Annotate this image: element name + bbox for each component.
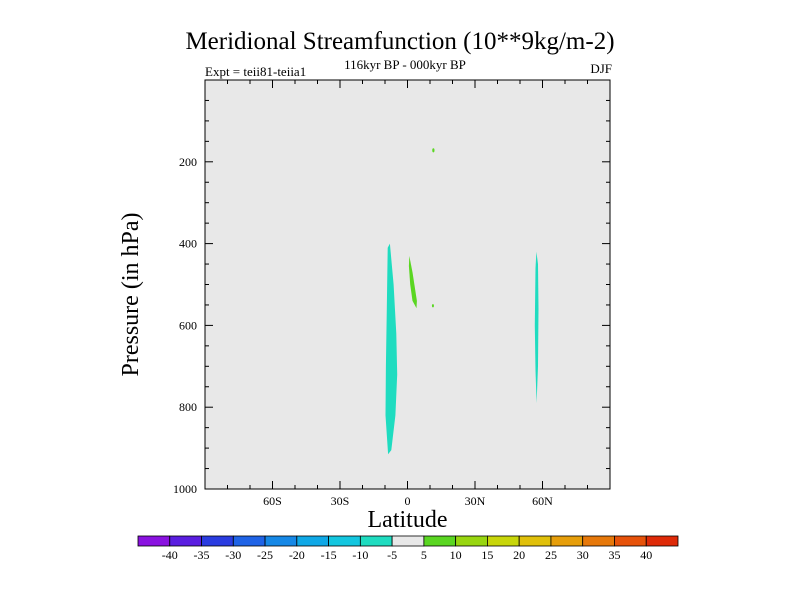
upper-positive-speck — [432, 148, 435, 153]
colorbar-swatch — [391, 535, 425, 547]
mid-positive-speck — [431, 304, 434, 308]
colorbar-swatch — [550, 535, 584, 547]
colorbar-swatch — [137, 535, 171, 547]
chart-title: Meridional Streamfunction (10**9kg/m-2) — [185, 28, 615, 55]
season-label: DJF — [590, 61, 612, 76]
colorbar-swatch — [169, 535, 202, 547]
colorbar-swatch — [264, 535, 298, 547]
x-tick-label: 60S — [263, 494, 282, 508]
colorbar-label: 35 — [608, 548, 620, 562]
x-tick-label: 0 — [405, 494, 411, 508]
colorbar-swatch — [328, 535, 361, 547]
y-axis-title: Pressure (in hPa) — [118, 213, 144, 377]
colorbar-label: -20 — [289, 548, 305, 562]
colorbar-label: 40 — [640, 548, 652, 562]
colorbar-swatch — [487, 535, 520, 547]
colorbar-label: -25 — [257, 548, 273, 562]
colorbar-label: 25 — [545, 548, 557, 562]
colorbar-swatch — [518, 535, 552, 547]
colorbar-label: -5 — [387, 548, 397, 562]
colorbar-label: 20 — [513, 548, 525, 562]
colorbar: -40 -35 -30 -25 -20 -15 -10 -5 5 10 15 20 25 30 35 40 — [137, 535, 679, 562]
colorbar-label: -10 — [352, 548, 368, 562]
x-axis-title: Latitude — [368, 507, 448, 533]
colorbar-label: -40 — [162, 548, 178, 562]
experiment-label: Expt = teii81-teiia1 — [205, 64, 307, 79]
axis-ticks: 60S 30S 0 30N 60N 200 400 600 800 1000 — [173, 80, 611, 508]
colorbar-swatch — [582, 535, 615, 547]
plot-area — [205, 80, 610, 489]
colorbar-swatch — [423, 535, 457, 547]
colorbar-label: 5 — [421, 548, 427, 562]
colorbar-swatch — [645, 535, 679, 547]
y-tick-label: 1000 — [173, 482, 197, 496]
x-tick-label: 60N — [532, 494, 553, 508]
colorbar-label: -35 — [194, 548, 210, 562]
colorbar-swatch — [359, 535, 393, 547]
colorbar-swatch — [232, 535, 266, 547]
colorbar-swatch — [614, 535, 647, 547]
equatorial-positive-cell — [408, 255, 417, 309]
colorbar-label: 30 — [577, 548, 589, 562]
x-tick-label: 30N — [465, 494, 486, 508]
colorbar-swatch — [455, 535, 488, 547]
x-tick-label: 30S — [331, 494, 350, 508]
southern-tropical-cell — [385, 243, 398, 455]
colorbar-label: 15 — [481, 548, 493, 562]
northern-midlatitude-cell — [534, 251, 539, 404]
colorbar-swatch — [296, 535, 329, 547]
y-tick-label: 600 — [179, 318, 197, 332]
colorbar-label: -15 — [321, 548, 337, 562]
colorbar-label: 10 — [450, 548, 462, 562]
y-tick-label: 800 — [179, 400, 197, 414]
colorbar-label: -30 — [225, 548, 241, 562]
y-tick-label: 400 — [179, 237, 197, 251]
contour-features — [385, 148, 539, 455]
y-tick-label: 200 — [179, 155, 197, 169]
plot-frame — [204, 79, 611, 490]
period-label: 116kyr BP - 000kyr BP — [344, 57, 466, 72]
colorbar-swatch — [201, 535, 234, 547]
